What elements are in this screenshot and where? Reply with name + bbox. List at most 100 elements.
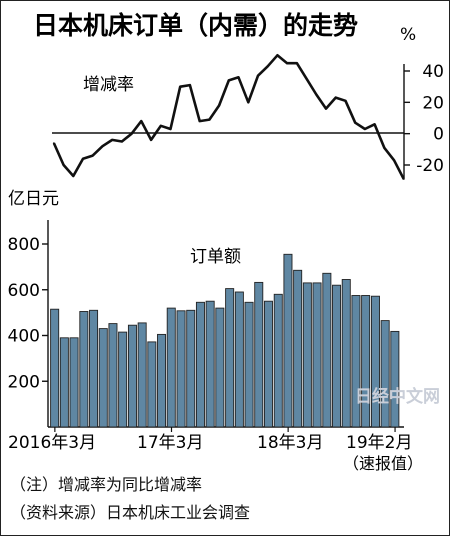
growth-point xyxy=(189,84,191,86)
growth-point xyxy=(101,145,104,147)
order-bar xyxy=(157,333,167,428)
order-bar xyxy=(332,284,342,428)
growth-point xyxy=(179,85,182,88)
growth-point xyxy=(53,142,55,144)
growth-point xyxy=(305,78,308,80)
growth-point xyxy=(334,96,337,99)
growth-tick-label: -20 xyxy=(416,156,444,176)
order-bar xyxy=(225,288,235,428)
orders-series-label: 订单额 xyxy=(190,247,241,267)
order-bar xyxy=(254,281,264,428)
order-bar xyxy=(215,307,225,428)
order-bar xyxy=(89,309,99,428)
growth-point xyxy=(373,123,376,126)
growth-point xyxy=(286,62,288,64)
order-bar xyxy=(380,320,390,428)
growth-point xyxy=(402,178,405,180)
growth-point xyxy=(393,159,395,162)
order-bar xyxy=(118,331,128,428)
growth-point xyxy=(257,74,259,77)
growth-point xyxy=(325,107,327,110)
growth-point xyxy=(237,76,240,79)
order-bar xyxy=(302,282,312,428)
source-note: （资料来源）日本机床工业会调查 xyxy=(10,503,251,522)
growth-y-ticks: 40 20 0 -20 xyxy=(404,62,444,176)
footnote: （注）增减率为同比增减率 xyxy=(10,475,203,494)
order-bar xyxy=(205,300,215,428)
order-bar xyxy=(186,309,196,428)
order-bar xyxy=(283,253,293,428)
growth-point xyxy=(364,128,366,130)
growth-point xyxy=(121,140,123,143)
order-bar xyxy=(147,341,157,428)
growth-point xyxy=(111,139,113,141)
growth-point xyxy=(82,157,84,160)
orders-tick-label: 600 xyxy=(8,281,40,301)
order-bar xyxy=(322,272,332,428)
growth-point xyxy=(247,101,250,104)
order-bar xyxy=(341,279,351,428)
order-bar xyxy=(176,310,186,428)
growth-series-label: 增减率 xyxy=(83,75,134,95)
order-bar xyxy=(244,301,254,428)
growth-point xyxy=(266,65,269,68)
orders-tick-label: 400 xyxy=(8,327,40,347)
growth-rate-chart: % 增减率 40 20 0 -20 xyxy=(52,25,444,180)
order-bar xyxy=(263,300,273,428)
orders-y-ticks: 800 600 400 200 xyxy=(8,235,48,392)
growth-point xyxy=(383,146,386,149)
order-bar xyxy=(137,322,147,428)
order-bars xyxy=(50,253,400,428)
growth-unit-label: % xyxy=(400,25,416,45)
growth-point xyxy=(344,99,347,102)
x-label-17-03: 17年3月 xyxy=(137,433,203,453)
growth-point xyxy=(62,164,65,166)
growth-point xyxy=(354,121,356,124)
x-label-note: （速报值） xyxy=(343,454,423,473)
growth-point xyxy=(218,104,220,107)
growth-point xyxy=(159,125,162,127)
growth-rate-line xyxy=(52,54,405,180)
order-bar xyxy=(166,307,176,428)
order-bar xyxy=(273,293,283,428)
x-label-19-02: 19年2月 xyxy=(346,433,412,453)
growth-point xyxy=(208,118,211,121)
orders-tick-label: 800 xyxy=(8,235,40,255)
order-bar xyxy=(234,291,244,428)
growth-point xyxy=(150,139,152,141)
order-bar xyxy=(293,269,303,428)
order-bar xyxy=(127,324,137,428)
order-bar xyxy=(351,295,361,428)
x-axis-ticks xyxy=(54,427,396,432)
growth-point xyxy=(169,128,172,130)
growth-point xyxy=(315,93,318,96)
growth-point xyxy=(140,120,143,122)
x-label-2016-03: 2016年3月 xyxy=(8,433,96,453)
order-bar xyxy=(195,301,205,428)
growth-tick-label: 20 xyxy=(422,93,444,113)
growth-tick-label: 0 xyxy=(433,125,444,145)
order-bar xyxy=(312,282,322,428)
order-bar xyxy=(390,330,400,428)
growth-point xyxy=(296,62,298,64)
growth-point xyxy=(228,79,230,82)
order-bar xyxy=(79,311,89,428)
growth-point xyxy=(198,120,201,122)
orders-unit-label: 亿日元 xyxy=(8,189,59,209)
growth-rate-points xyxy=(53,54,405,180)
growth-point xyxy=(91,154,94,157)
order-bar xyxy=(370,295,380,428)
growth-point xyxy=(72,175,75,177)
order-bar xyxy=(108,323,118,428)
order-bar xyxy=(50,308,60,428)
watermark: 日经中文网 xyxy=(355,387,440,407)
order-bar xyxy=(361,295,371,428)
order-amount-chart: 亿日元 订单额 800 600 400 200 2016年3月 17年3月 18年3月… xyxy=(8,189,423,473)
growth-point xyxy=(130,132,133,135)
order-bar xyxy=(98,328,108,428)
orders-tick-label: 200 xyxy=(8,372,40,392)
order-bar xyxy=(69,337,79,428)
order-bar xyxy=(59,337,69,428)
growth-point xyxy=(276,54,279,57)
